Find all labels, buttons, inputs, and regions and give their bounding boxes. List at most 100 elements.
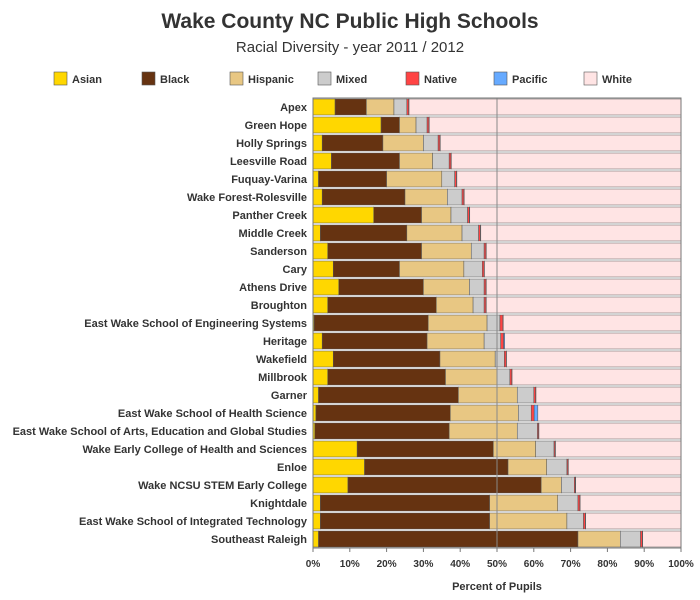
bar-white-east-wake-school-of-engineering-systems (503, 314, 682, 332)
bar-white-east-wake-school-of-health-science (537, 404, 682, 422)
bar-hispanic-cary (399, 260, 465, 278)
bar-asian-wakefield (312, 350, 334, 368)
bar-native-wakefield (504, 350, 507, 368)
bar-black-holly-springs (321, 134, 384, 152)
bar-white-garner (535, 386, 682, 404)
bar-black-fuquay-varina (318, 170, 387, 188)
category-label-wake-forest-rolesville: Wake Forest-Rolesville (187, 192, 307, 204)
bar-white-broughton (486, 296, 682, 314)
bar-hispanic-garner (458, 386, 518, 404)
legend-swatch-black (141, 71, 156, 86)
bar-asian-millbrook (312, 368, 328, 386)
bar-asian-knightdale (312, 494, 321, 512)
bar-asian-apex (312, 98, 336, 116)
bar-black-panther-creek (373, 206, 422, 224)
bar-native-green-hope (426, 116, 430, 134)
bar-mixed-cary (463, 260, 483, 278)
bar-mixed-apex (393, 98, 408, 116)
category-label-enloe: Enloe (277, 462, 307, 474)
bar-native-millbrook (509, 368, 512, 386)
bar-mixed-sanderson (470, 242, 485, 260)
bar-black-sanderson (327, 242, 422, 260)
bar-black-east-wake-school-of-arts-education-and-global-studies (314, 422, 450, 440)
bar-white-holly-springs (440, 134, 682, 152)
bar-native-southeast-raleigh (640, 530, 643, 548)
bar-native-broughton (483, 296, 487, 314)
bar-black-green-hope (380, 116, 400, 134)
bar-hispanic-wakefield (439, 350, 496, 368)
bar-mixed-wake-forest-rolesville (447, 188, 463, 206)
bar-asian-heritage (312, 332, 323, 350)
bar-mixed-east-wake-school-of-arts-education-and-global-studies (516, 422, 538, 440)
bar-mixed-broughton (472, 296, 485, 314)
bar-hispanic-heritage (426, 332, 485, 350)
bar-native-wake-forest-rolesville (461, 188, 465, 206)
bar-hispanic-east-wake-school-of-arts-education-and-global-studies (448, 422, 518, 440)
bar-white-wakefield (506, 350, 682, 368)
bar-mixed-middle-creek (461, 224, 479, 242)
bar-hispanic-east-wake-school-of-health-science (450, 404, 519, 422)
bar-hispanic-millbrook (445, 368, 498, 386)
bar-hispanic-apex (366, 98, 395, 116)
bar-pacific-east-wake-school-of-health-science (533, 404, 539, 422)
bar-native-knightdale (577, 494, 581, 512)
bar-hispanic-knightdale (489, 494, 558, 512)
legend-swatch-hispanic (229, 71, 244, 86)
x-tick-label-8: 80% (597, 559, 617, 570)
bar-black-enloe (364, 458, 509, 476)
legend: Asian Black Hispanic Mixed Native Pacific Whit… (53, 71, 632, 86)
legend-label-native: Native (424, 74, 457, 86)
bar-white-green-hope (429, 116, 682, 134)
category-label-cary: Cary (283, 264, 308, 276)
bar-asian-southeast-raleigh (312, 530, 319, 548)
bar-asian-middle-creek (312, 224, 321, 242)
x-tick-label-5: 50% (487, 559, 507, 570)
bar-native-east-wake-school-of-engineering-systems (499, 314, 504, 332)
x-tick-label-6: 60% (524, 559, 544, 570)
bar-white-heritage (504, 332, 682, 350)
category-label-east-wake-school-of-engineering-systems: East Wake School of Engineering Systems (84, 318, 307, 330)
bar-white-wake-ncsu-stem-early-college (575, 476, 682, 494)
legend-label-mixed: Mixed (336, 74, 367, 86)
category-label-garner: Garner (271, 390, 308, 402)
bar-black-garner (318, 386, 459, 404)
x-tick-label-4: 40% (450, 559, 470, 570)
category-label-green-hope: Green Hope (245, 120, 307, 132)
legend-label-hispanic: Hispanic (248, 74, 294, 86)
legend-swatch-asian (53, 71, 68, 86)
bar-native-panther-creek (467, 206, 470, 224)
bar-white-fuquay-varina (456, 170, 682, 188)
bar-black-southeast-raleigh (318, 530, 579, 548)
bar-asian-panther-creek (312, 206, 374, 224)
bar-hispanic-wake-early-college-of-health-and-sciences (493, 440, 536, 458)
bar-black-east-wake-school-of-engineering-systems (313, 314, 429, 332)
bar-native-east-wake-school-of-integrated-technology (583, 512, 586, 530)
bar-hispanic-green-hope (399, 116, 417, 134)
category-label-east-wake-school-of-integrated-technology: East Wake School of Integrated Technolog… (79, 516, 308, 528)
bar-black-wake-forest-rolesville (321, 188, 406, 206)
bar-asian-wake-early-college-of-health-and-sciences (312, 440, 358, 458)
bar-mixed-east-wake-school-of-health-science (518, 404, 532, 422)
bar-mixed-garner (516, 386, 535, 404)
category-label-panther-creek: Panther Creek (232, 210, 307, 222)
bar-native-garner (533, 386, 536, 404)
bar-hispanic-fuquay-varina (386, 170, 443, 188)
category-label-holly-springs: Holly Springs (236, 138, 307, 150)
bar-black-heritage (321, 332, 428, 350)
category-label-wakefield: Wakefield (256, 354, 307, 366)
bar-native-holly-springs (437, 134, 441, 152)
bar-asian-green-hope (312, 116, 382, 134)
bar-mixed-fuquay-varina (441, 170, 455, 188)
category-label-athens-drive: Athens Drive (239, 282, 307, 294)
category-label-fuquay-varina: Fuquay-Varina (231, 174, 308, 186)
bar-hispanic-panther-creek (421, 206, 452, 224)
bar-white-wake-early-college-of-health-and-sciences (555, 440, 682, 458)
bar-hispanic-holly-springs (382, 134, 424, 152)
bar-black-wakefield (332, 350, 441, 368)
chart-subtitle: Racial Diversity - year 2011 / 2012 (236, 39, 464, 56)
bar-hispanic-broughton (436, 296, 474, 314)
x-tick-label-10: 100% (668, 559, 694, 570)
bar-asian-wake-ncsu-stem-early-college (312, 476, 349, 494)
bar-native-apex (406, 98, 409, 116)
